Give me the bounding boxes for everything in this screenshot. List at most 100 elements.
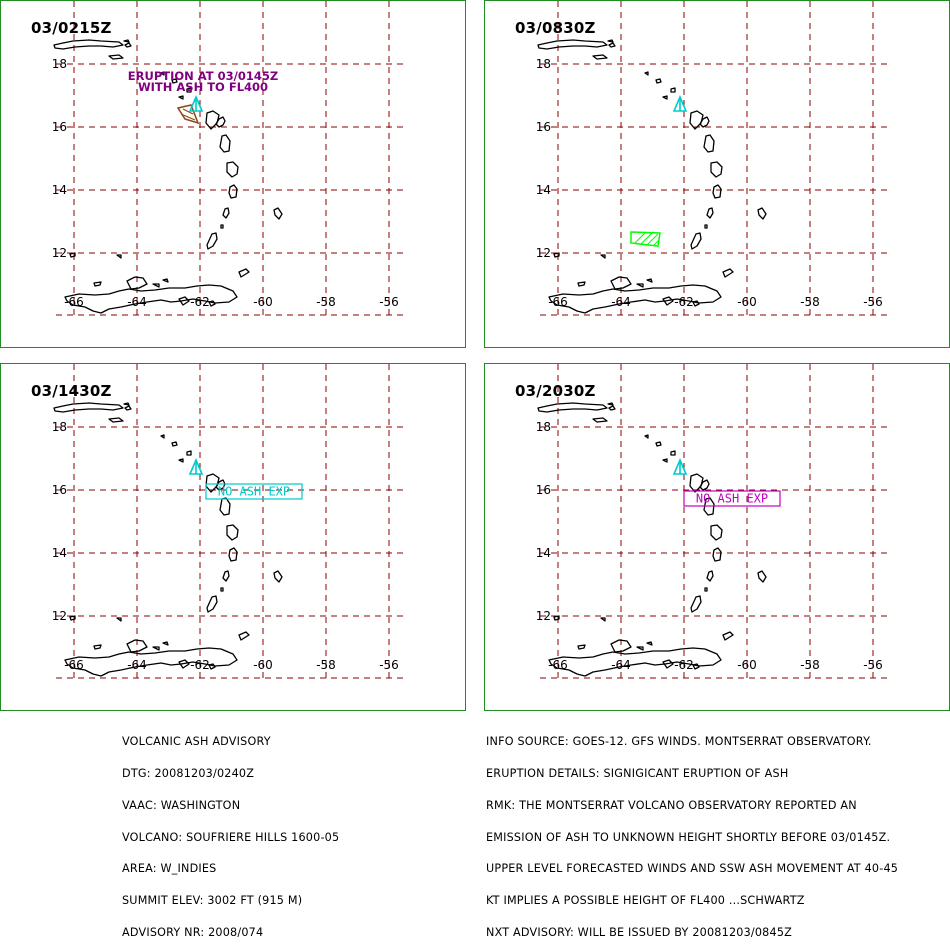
island-outline xyxy=(548,284,722,314)
island-outline xyxy=(160,434,165,439)
longitude-label: -64 xyxy=(611,295,631,309)
latitude-label: 12 xyxy=(52,246,67,260)
island-outline xyxy=(178,95,184,100)
island-outline xyxy=(662,659,674,669)
island-outline xyxy=(116,617,122,622)
island-outline xyxy=(186,87,192,93)
island-outline xyxy=(553,615,560,621)
longitude-label: -62 xyxy=(190,295,210,309)
island-outline xyxy=(69,252,76,258)
island-outline xyxy=(228,547,238,562)
island-outline xyxy=(64,647,238,677)
panel-time-title: 03/0215Z xyxy=(31,19,112,37)
longitude-label: -64 xyxy=(127,658,147,672)
map-panel-4: 18 16 14 12 -66 -64 -62 -60 -58 -56 NO ASH EXP 03/… xyxy=(484,363,950,711)
advisory-right-block: INFO SOURCE: GOES-12. GFS WINDS. MONTSER… xyxy=(486,716,898,949)
island-outline xyxy=(592,54,608,60)
advisory-line: UPPER LEVEL FORECASTED WINDS AND SSW ASH… xyxy=(486,862,899,876)
island-outline xyxy=(722,268,734,278)
advisory-line: VAAC: WASHINGTON xyxy=(122,798,241,812)
longitude-label: -56 xyxy=(863,658,883,672)
advisory-left-block: VOLCANIC ASH ADVISORY DTG: 20081203/0240… xyxy=(122,716,339,949)
island-outline xyxy=(178,296,190,306)
island-outline xyxy=(553,252,560,258)
advisory-line: SUMMIT ELEV: 3002 FT (915 M) xyxy=(122,894,303,908)
island-outline xyxy=(123,402,130,406)
latitude-label: 16 xyxy=(536,120,551,134)
island-outline xyxy=(646,641,653,646)
latitude-label: 12 xyxy=(536,246,551,260)
latitude-label: 12 xyxy=(536,609,551,623)
island-outline xyxy=(689,473,704,493)
island-outline xyxy=(600,617,606,622)
island-outline xyxy=(162,278,169,283)
ash-cloud-hatch xyxy=(180,108,196,121)
island-outline xyxy=(93,281,102,287)
map-svg: 18 16 14 12 -66 -64 -62 -60 -58 -56 ERUPTION AT 03… xyxy=(52,1,407,316)
island-outline xyxy=(53,39,124,50)
advisory-line: DTG: 20081203/0240Z xyxy=(122,766,255,780)
advisory-line: AREA: W_INDIES xyxy=(122,862,217,876)
longitude-label: -60 xyxy=(737,295,757,309)
coastlines xyxy=(53,39,283,314)
volcano-triangle-icon xyxy=(188,457,204,475)
latitude-label: 14 xyxy=(536,546,551,560)
island-outline xyxy=(662,95,668,100)
island-outline xyxy=(662,296,674,306)
island-outline xyxy=(273,570,283,583)
island-outline xyxy=(171,78,178,84)
latitude-label: 16 xyxy=(52,483,67,497)
island-outline xyxy=(220,587,224,592)
advisory-line: VOLCANIC ASH ADVISORY xyxy=(122,735,271,749)
no-ash-label: NO ASH EXP xyxy=(218,485,290,499)
island-outline xyxy=(220,224,224,229)
map-panel-2: 18 16 14 12 -66 -64 -62 -60 -58 -56 03/0830Z xyxy=(484,0,950,348)
island-outline xyxy=(206,595,218,613)
island-outline xyxy=(710,524,723,541)
island-outline xyxy=(124,405,132,411)
island-outline xyxy=(636,646,644,651)
longitude-label: -66 xyxy=(64,295,84,309)
longitude-label: -60 xyxy=(253,658,273,672)
island-outline xyxy=(670,450,676,456)
island-outline xyxy=(600,254,606,259)
island-outline xyxy=(273,207,283,220)
volcano-triangle-icon xyxy=(672,94,688,112)
advisory-line: EMISSION OF ASH TO UNKNOWN HEIGHT SHORTL… xyxy=(486,830,891,844)
island-outline xyxy=(108,417,124,423)
island-outline xyxy=(706,570,714,582)
island-outline xyxy=(215,116,226,128)
longitude-label: -58 xyxy=(800,658,820,672)
island-outline xyxy=(646,278,653,283)
island-outline xyxy=(64,284,238,314)
map-svg: 18 16 14 12 -66 -64 -62 -60 -58 -56 NO ASH EXP xyxy=(536,364,891,679)
island-outline xyxy=(722,631,734,641)
longitude-label: -60 xyxy=(253,295,273,309)
island-outline xyxy=(238,631,250,641)
island-outline xyxy=(178,659,190,669)
island-outline xyxy=(238,268,250,278)
island-outline xyxy=(704,587,708,592)
longitude-label: -58 xyxy=(316,658,336,672)
island-outline xyxy=(548,647,722,677)
island-outline xyxy=(116,254,122,259)
island-outline xyxy=(710,161,723,178)
island-outline xyxy=(662,458,668,463)
advisory-line: NXT ADVISORY: WILL BE ISSUED BY 20081203… xyxy=(486,925,792,939)
longitude-label: -64 xyxy=(611,658,631,672)
island-outline xyxy=(699,116,710,128)
longitude-label: -62 xyxy=(674,658,694,672)
ash-cloud-hatch xyxy=(634,232,660,247)
panel-time-title: 03/0830Z xyxy=(515,19,596,37)
no-ash-label: NO ASH EXP xyxy=(696,492,768,506)
island-outline xyxy=(703,497,715,516)
island-outline xyxy=(208,300,216,307)
island-outline xyxy=(152,283,160,288)
island-outline xyxy=(608,405,616,411)
longitude-label: -64 xyxy=(127,295,147,309)
island-outline xyxy=(124,42,132,48)
island-outline xyxy=(69,615,76,621)
island-outline xyxy=(712,547,722,562)
island-outline xyxy=(692,663,700,670)
island-outline xyxy=(757,570,767,583)
